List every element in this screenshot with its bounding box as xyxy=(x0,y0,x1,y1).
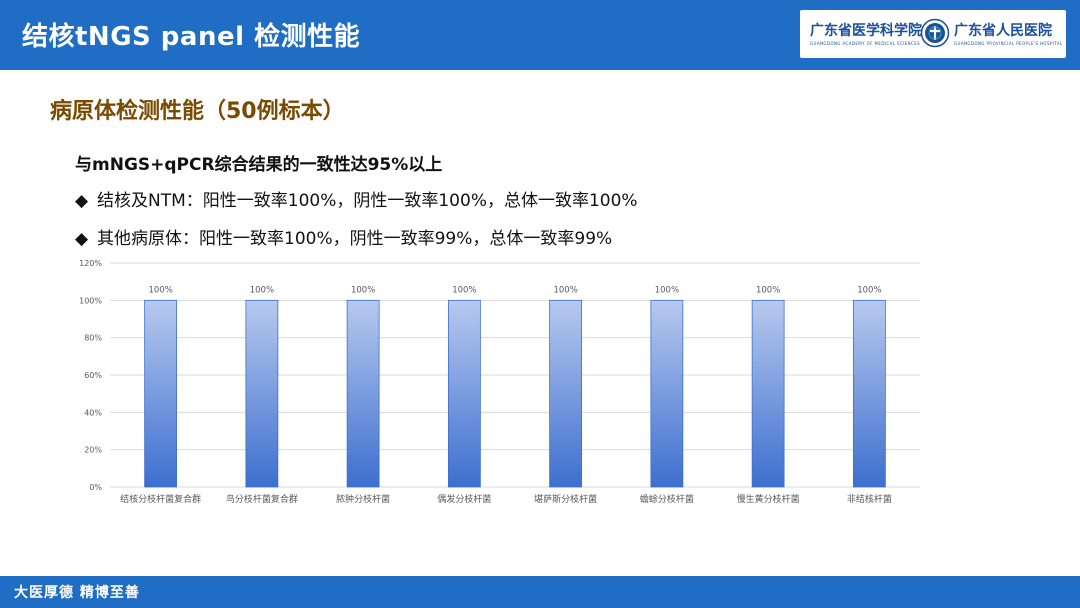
bullet-item: ◆ 其他病原体：阳性一致率100%，阴性一致率99%，总体一致率99% xyxy=(75,224,612,249)
y-tick-label: 20% xyxy=(84,446,102,455)
y-tick-label: 0% xyxy=(89,483,102,492)
y-axis-ticks: 0% 20% 40% 60% 80% 100% 120% xyxy=(79,259,102,492)
bullet-text: 其他病原体：阳性一致率100%，阴性一致率99%，总体一致率99% xyxy=(97,229,613,249)
logo-academy-name: 广东省医学科学院 xyxy=(810,23,922,39)
diamond-bullet-icon: ◆ xyxy=(75,191,89,211)
x-tick-label: 非结核杆菌 xyxy=(847,493,892,505)
y-tick-label: 60% xyxy=(84,371,102,380)
hospital-seal-icon xyxy=(920,18,950,48)
x-tick-label: 鸟分枝杆菌复合群 xyxy=(226,493,298,505)
diamond-bullet-icon: ◆ xyxy=(75,229,89,249)
footer-motto: 大医厚德 精博至善 xyxy=(14,585,140,601)
gridlines xyxy=(110,262,920,488)
bar xyxy=(144,299,178,488)
bar xyxy=(549,299,583,488)
x-tick-label: 脓肿分枝杆菌 xyxy=(336,493,390,505)
logo-hospital-name: 广东省人民医院 xyxy=(954,23,1052,39)
slide-title: 结核tNGS panel 检测性能 xyxy=(22,22,361,52)
bullet-text: 结核及NTM：阳性一致率100%，阴性一致率100%，总体一致率100% xyxy=(97,191,638,211)
bars xyxy=(144,299,886,488)
bar xyxy=(852,299,886,488)
y-tick-label: 40% xyxy=(84,408,102,417)
data-label: 100% xyxy=(148,285,172,295)
data-label: 100% xyxy=(857,285,881,295)
data-label: 100% xyxy=(250,285,274,295)
bar xyxy=(245,299,279,488)
bar xyxy=(751,299,785,488)
y-tick-label: 120% xyxy=(79,259,102,268)
x-tick-label: 蟾蜍分枝杆菌 xyxy=(640,493,694,505)
footer-bar: 大医厚德 精博至善 xyxy=(0,576,1080,608)
section-title: 病原体检测性能（50例标本） xyxy=(50,99,345,124)
detection-rate-bar-chart: 0%20%40%60%80%100%120% 100% 100% 100% 100% 1… xyxy=(79,259,920,505)
bullet-item: ◆ 结核及NTM：阳性一致率100%，阴性一致率100%，总体一致率100% xyxy=(75,186,638,211)
logo-hospital-english: GUANGDONG PROVINCIAL PEOPLE'S HOSPITAL xyxy=(954,41,1063,46)
data-labels: 100% 100% 100% 100% 100% 100% 100% 100% xyxy=(148,285,881,295)
x-tick-label: 偶发分枝杆菌 xyxy=(437,493,491,505)
bar xyxy=(447,299,481,488)
y-tick-label: 80% xyxy=(84,334,102,343)
x-tick-label: 结核分枝杆菌复合群 xyxy=(120,493,201,505)
hospital-logo: 广东省医学科学院 GUANGDONG ACADEMY OF MEDICAL SC… xyxy=(800,10,1066,58)
summary-line: 与mNGS+qPCR综合结果的一致性达95%以上 xyxy=(75,155,443,175)
data-label: 100% xyxy=(351,285,375,295)
data-label: 100% xyxy=(452,285,476,295)
data-label: 100% xyxy=(655,285,679,295)
bar xyxy=(346,299,380,488)
header-bar: 结核tNGS panel 检测性能 广东省医学科学院 GUANGDONG ACA… xyxy=(0,0,1080,70)
x-tick-label: 慢生黄分枝杆菌 xyxy=(737,493,800,505)
y-tick-label: 100% xyxy=(79,296,102,305)
data-label: 100% xyxy=(756,285,780,295)
bar xyxy=(650,299,684,488)
data-label: 100% xyxy=(553,285,577,295)
logo-academy-english: GUANGDONG ACADEMY OF MEDICAL SCIENCES xyxy=(810,41,921,46)
x-tick-label: 堪萨斯分枝杆菌 xyxy=(534,493,597,505)
x-axis-ticks: 结核分枝杆菌复合群 鸟分枝杆菌复合群 脓肿分枝杆菌 偶发分枝杆菌 堪萨斯分枝杆菌 蟾蜍分枝… xyxy=(120,493,892,505)
